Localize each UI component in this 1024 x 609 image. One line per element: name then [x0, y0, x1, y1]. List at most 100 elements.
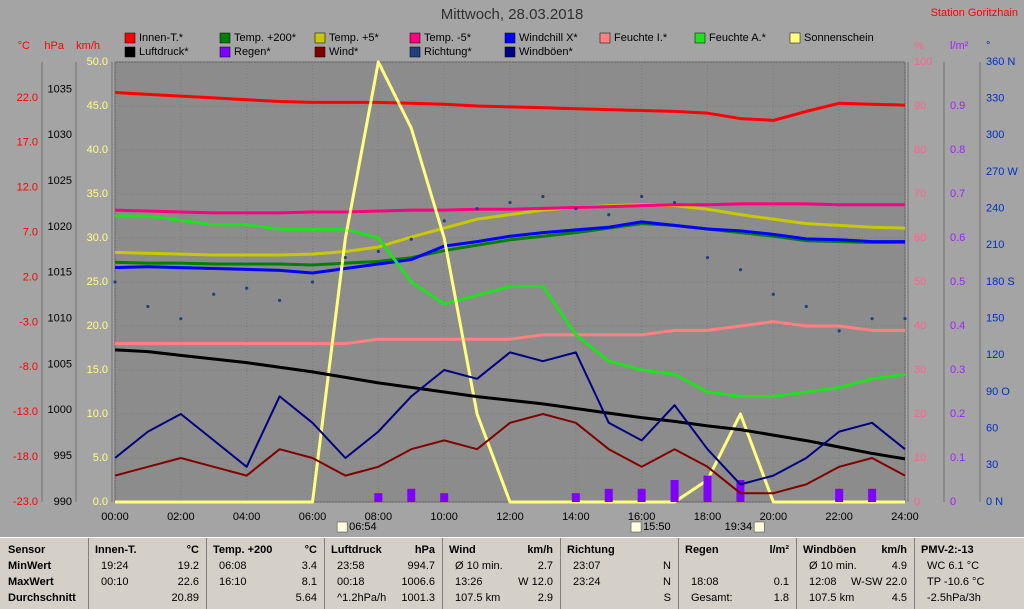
- rain-bar: [670, 480, 679, 502]
- column-unit: hPa: [414, 544, 435, 556]
- legend-label: Luftdruck*: [139, 46, 189, 58]
- stats-column: Richtung 23:07 N 23:24 N S: [560, 538, 679, 609]
- y-tick-label: 5.0: [93, 452, 108, 464]
- direction-dot: [640, 194, 644, 199]
- rain-bar: [736, 480, 745, 502]
- y-tick-label: 10: [914, 452, 926, 464]
- cell-left: Ø 10 min.: [455, 560, 503, 572]
- direction-dot: [870, 317, 874, 321]
- axis-label: km/h: [76, 40, 100, 52]
- column-title: Windböen: [803, 544, 857, 556]
- series-line: [114, 222, 905, 267]
- direction-dot: [113, 280, 117, 284]
- y-tick-label: 50: [914, 276, 926, 288]
- x-tick-label: 24:00: [891, 511, 919, 523]
- row-label: MaxWert: [8, 576, 54, 588]
- column-title: Regen: [685, 544, 719, 556]
- cell-left: 06:08: [219, 560, 247, 572]
- y-tick-label: 240: [986, 203, 1004, 215]
- direction-dot: [277, 298, 282, 302]
- cell-right: S: [663, 592, 671, 604]
- y-tick-label: 210: [986, 239, 1004, 251]
- direction-dot: [837, 329, 841, 333]
- cell-right: 20.89: [171, 592, 199, 604]
- cell-right: 2.7: [537, 560, 553, 572]
- y-tick-label: 1030: [48, 129, 72, 141]
- cell-left: 13:26: [455, 576, 483, 588]
- cell-left: 12:08: [809, 576, 837, 588]
- x-tick-label: 10:00: [430, 511, 458, 523]
- direction-dot: [343, 255, 348, 260]
- y-tick-label: -13.0: [13, 406, 38, 418]
- cell-left: TP -10.6 °C: [927, 576, 985, 588]
- y-tick-label: 100: [914, 56, 932, 68]
- y-tick-label: 17.0: [17, 137, 38, 149]
- direction-dot: [607, 213, 611, 217]
- y-tick-label: 7.0: [23, 227, 38, 239]
- y-tick-label: 0.5: [950, 276, 965, 288]
- y-tick-label: 1005: [48, 358, 72, 370]
- sun-marker: [753, 521, 765, 533]
- x-tick-label: 02:00: [167, 511, 195, 523]
- stats-column: Innen-T. °C 19:24 19.2 00:10 22.6 20.89: [88, 538, 207, 609]
- legend-label: Regen*: [234, 46, 271, 58]
- stats-column: Luftdruck hPa 23:58 994.7 00:18 1006.6 ^1.2hPa…: [324, 538, 443, 609]
- station-label: Station Goritzhain: [931, 7, 1018, 19]
- y-tick-label: -8.0: [19, 361, 38, 373]
- stats-column: Windböen km/h Ø 10 min. 4.9 12:08 W-SW 22.0 10…: [796, 538, 915, 609]
- y-tick-label: 0.2: [950, 408, 965, 420]
- cell-right: 0.1: [773, 576, 789, 588]
- legend-swatch: [409, 32, 421, 44]
- cell-left: 19:24: [101, 560, 129, 572]
- axis-label: l/m²: [950, 40, 969, 52]
- column-unit: l/m²: [769, 544, 789, 556]
- cell-right: N: [663, 560, 671, 572]
- direction-dot: [738, 268, 743, 272]
- legend-swatch: [409, 46, 421, 58]
- y-tick-label: 60: [986, 423, 998, 435]
- column-title: Wind: [449, 544, 476, 556]
- cell-right: 5.64: [295, 592, 317, 604]
- rain-bar: [637, 488, 646, 502]
- y-tick-label: 120: [986, 349, 1004, 361]
- stats-column: Regen l/m² 18:08 0.1 Gesamt: 1.8: [678, 538, 797, 609]
- y-tick-label: 0 N: [986, 496, 1003, 508]
- cell-right: 2.9: [537, 592, 553, 604]
- y-tick-label: -3.0: [19, 316, 38, 328]
- cell-left: 107.5 km: [455, 592, 501, 604]
- axis-label: %: [914, 40, 924, 52]
- cell-right: 4.5: [891, 592, 907, 604]
- y-tick-label: 80: [914, 144, 926, 156]
- y-tick-label: 0.0: [93, 496, 108, 508]
- rain-bar: [440, 493, 449, 502]
- cell-right: N: [663, 576, 671, 588]
- cell-right: W 12.0: [518, 576, 553, 588]
- legend-label: Windböen*: [519, 46, 574, 58]
- legend-swatch: [789, 32, 801, 44]
- y-tick-label: 90: [914, 100, 926, 112]
- x-tick-label: 00:00: [101, 511, 129, 523]
- y-tick-label: 70: [914, 188, 926, 200]
- stats-column: Sensor MinWert MaxWert Durchschnitt: [0, 538, 88, 609]
- direction-dot: [376, 249, 380, 254]
- y-tick-label: 35.0: [87, 188, 108, 200]
- row-label: MinWert: [8, 560, 52, 572]
- y-tick-label: 10.0: [87, 408, 108, 420]
- y-tick-label: 1010: [48, 313, 72, 325]
- cell-right: 8.1: [301, 576, 317, 588]
- x-tick-label: 06:00: [299, 511, 327, 523]
- y-tick-label: 50.0: [87, 56, 108, 68]
- direction-dot: [672, 200, 677, 205]
- cell-right: 1001.3: [401, 592, 435, 604]
- column-unit: °C: [304, 544, 317, 556]
- sun-marker: [630, 521, 642, 533]
- cell-left: ^1.2hPa/h: [337, 592, 387, 604]
- rain-bar: [374, 493, 383, 502]
- y-tick-label: 1015: [48, 267, 72, 279]
- column-title: Luftdruck: [331, 544, 382, 556]
- y-tick-label: 0.3: [950, 364, 965, 376]
- legend-label: Temp. +5*: [329, 32, 380, 44]
- y-tick-label: -18.0: [13, 451, 38, 463]
- legend-swatch: [219, 32, 231, 44]
- y-tick-label: 90 O: [986, 386, 1010, 398]
